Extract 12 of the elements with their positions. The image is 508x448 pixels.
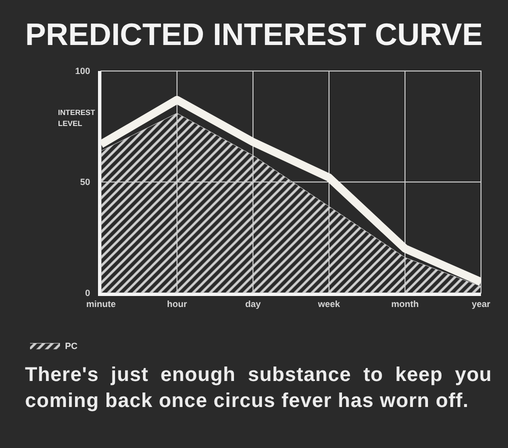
x-tick-label: day [245,298,261,309]
y-tick-label: 100 [75,66,90,76]
x-tick-label: month [391,298,419,309]
chart-title: PREDICTED INTEREST CURVE [25,16,483,52]
x-tick-label: year [472,298,491,309]
legend-label: PC [65,340,78,351]
y-tick-label: 0 [85,288,90,298]
y-tick-label: 50 [80,177,90,188]
x-tick-label: week [316,298,341,309]
text: There's just enough substance to keep you coming back once circus fever has worn off. [25,363,492,414]
x-tick-label: minute [86,298,116,309]
x-tick-label: hour [167,298,188,309]
